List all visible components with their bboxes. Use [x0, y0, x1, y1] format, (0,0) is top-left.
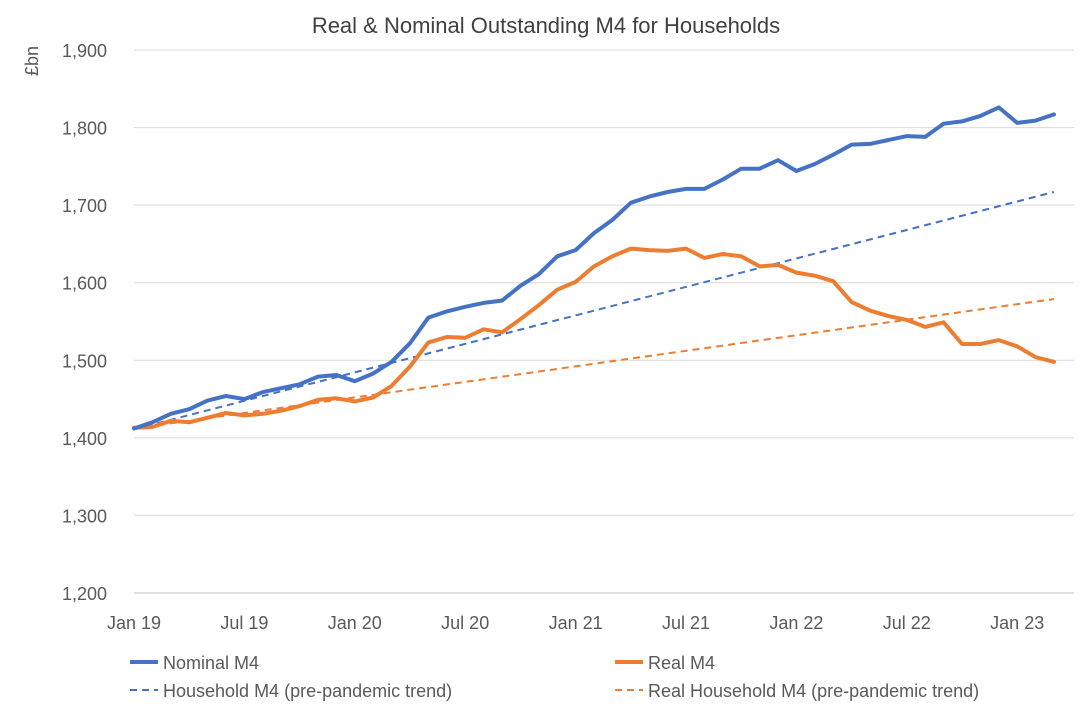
series-line [132, 246, 1056, 430]
chart-title: Real & Nominal Outstanding M4 for Househ… [312, 13, 780, 38]
legend: Nominal M4 Real M4 Household M4 (pre-pande… [130, 653, 979, 701]
x-tick-label: Jul 21 [662, 613, 710, 633]
x-tick-label: Jan 20 [328, 613, 382, 633]
gridlines [134, 49, 1074, 594]
series-line [133, 191, 1055, 431]
y-axis-label: £bn [22, 46, 42, 76]
x-tick-label: Jul 22 [883, 613, 931, 633]
y-tick-label: 1,500 [62, 351, 107, 371]
y-tick-labels: 1,200 1,300 1,400 1,500 1,600 1,700 1,800 1,900 [62, 41, 107, 604]
series-lines [132, 105, 1056, 431]
x-tick-label: Jan 21 [549, 613, 603, 633]
legend-label: Real Household M4 (pre-pandemic trend) [648, 681, 979, 701]
y-tick-label: 1,300 [62, 506, 107, 526]
x-tick-label: Jan 19 [107, 613, 161, 633]
y-tick-label: 1,200 [62, 584, 107, 604]
y-tick-label: 1,600 [62, 274, 107, 294]
series-line [132, 105, 1056, 431]
x-tick-labels: Jan 19 Jul 19 Jan 20 Jul 20 Jan 21 Jul 21 Jan … [107, 613, 1044, 633]
y-tick-label: 1,900 [62, 41, 107, 61]
series-line [133, 298, 1055, 430]
y-tick-label: 1,400 [62, 429, 107, 449]
y-tick-label: 1,800 [62, 119, 107, 139]
legend-label: Real M4 [648, 653, 715, 673]
x-tick-label: Jan 22 [769, 613, 823, 633]
y-tick-label: 1,700 [62, 196, 107, 216]
x-tick-label: Jul 20 [441, 613, 489, 633]
legend-label: Nominal M4 [163, 653, 259, 673]
legend-label: Household M4 (pre-pandemic trend) [163, 681, 452, 701]
x-tick-label: Jan 23 [990, 613, 1044, 633]
x-tick-label: Jul 19 [220, 613, 268, 633]
